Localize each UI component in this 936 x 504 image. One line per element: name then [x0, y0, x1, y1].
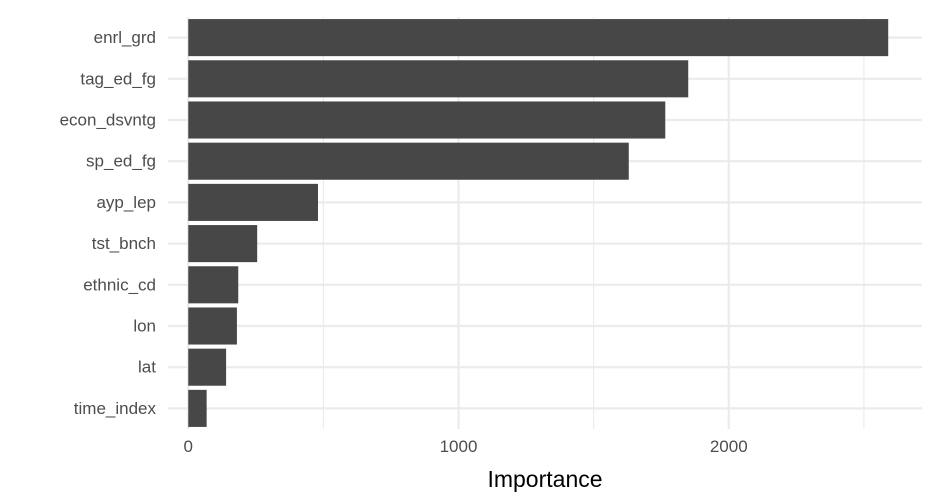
bar-lon	[188, 307, 237, 345]
bar-time-index	[188, 389, 207, 427]
bar-econ-dsvntg	[188, 101, 666, 139]
y-tick-label: time_index	[74, 399, 157, 418]
y-tick-label: lat	[138, 358, 156, 377]
bar-lat	[188, 348, 227, 386]
bar-ayp-lep	[188, 183, 318, 221]
bar-tag-ed-fg	[188, 60, 689, 98]
bar-sp-ed-fg	[188, 142, 629, 180]
x-tick-label: 0	[184, 437, 193, 456]
bar-ethnic-cd	[188, 266, 239, 304]
y-axis-tick-labels: enrl_grd tag_ed_fg econ_dsvntg sp_ed_fg ayp_…	[60, 28, 157, 418]
y-tick-label: ayp_lep	[96, 193, 156, 212]
bar-tst-bnch	[188, 225, 258, 263]
x-tick-label: 1000	[440, 437, 478, 456]
bars	[188, 19, 889, 427]
x-axis-title: Importance	[487, 466, 602, 492]
bar-enrl-grd	[188, 19, 889, 57]
y-tick-label: tag_ed_fg	[80, 69, 156, 88]
y-tick-label: econ_dsvntg	[60, 111, 156, 130]
x-tick-label: 2000	[710, 437, 748, 456]
y-tick-label: tst_bnch	[92, 234, 156, 253]
y-tick-label: ethnic_cd	[83, 275, 156, 294]
y-tick-label: enrl_grd	[94, 28, 156, 47]
x-axis-tick-labels: 0 1000 2000	[184, 437, 748, 456]
y-tick-label: sp_ed_fg	[86, 152, 156, 171]
y-tick-label: lon	[133, 317, 156, 336]
